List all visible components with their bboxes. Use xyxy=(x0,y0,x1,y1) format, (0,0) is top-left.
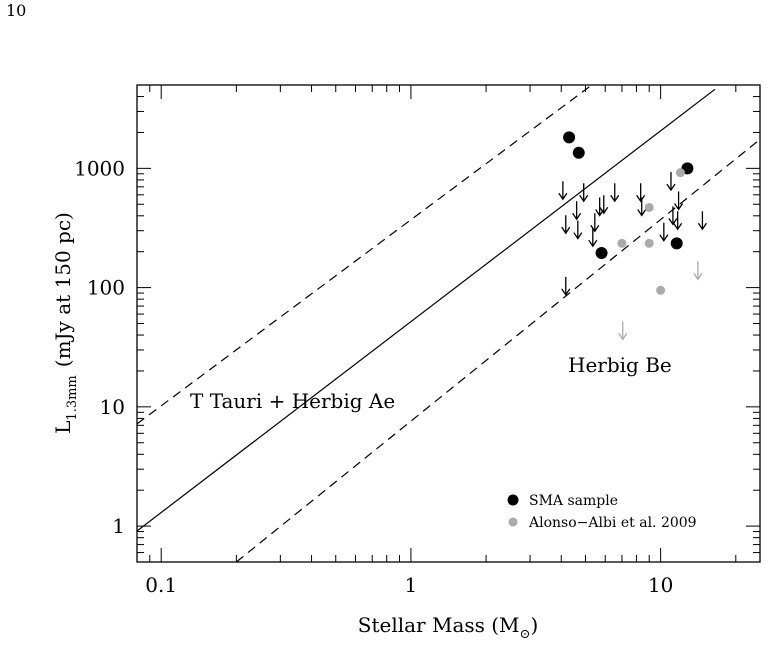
data-point xyxy=(644,202,654,212)
arrow-head xyxy=(588,239,598,248)
legend-label: Alonso−Albi et al. 2009 xyxy=(528,515,697,531)
arrow-head xyxy=(666,183,676,192)
legend-marker xyxy=(508,517,518,527)
y-label-sub: 1.3mm xyxy=(65,375,80,420)
upper-limit-arrow xyxy=(666,172,676,192)
plot-area xyxy=(137,85,760,562)
relation-line xyxy=(137,85,593,425)
arrow-head xyxy=(674,203,684,211)
upper-limit-arrow xyxy=(673,211,683,231)
data-point xyxy=(656,285,666,295)
upper-limit-arrow xyxy=(674,191,684,211)
y-tick-label: 1 xyxy=(112,514,125,538)
arrow-head xyxy=(579,194,589,203)
y-axis-label: L1.3mm (mJy at 150 pc) xyxy=(51,212,80,434)
upper-limit-arrow xyxy=(693,261,703,281)
plot-frame xyxy=(136,84,761,563)
upper-limit-arrow xyxy=(595,197,605,217)
arrow-head xyxy=(599,206,609,215)
arrow-head xyxy=(673,222,683,231)
arrow-head xyxy=(659,234,669,242)
x-axis-label: Stellar Mass (M⊙) xyxy=(358,613,539,642)
data-point xyxy=(595,247,608,260)
upper-limit-arrow xyxy=(579,183,589,203)
arrow-head xyxy=(697,222,707,231)
arrow-head xyxy=(610,194,620,203)
y-tick-label: 10 xyxy=(100,395,125,419)
x-label-sub: ⊙ xyxy=(520,627,531,642)
arrow-head xyxy=(561,226,571,235)
upper-limit-arrow xyxy=(697,211,707,231)
arrow-head xyxy=(618,333,628,341)
y-tick-label: 100 xyxy=(87,276,125,300)
arrow-head xyxy=(636,194,646,203)
upper-limit-arrow xyxy=(572,201,582,221)
upper-limit-arrow xyxy=(590,213,600,233)
upper-limit-arrow xyxy=(610,183,620,203)
upper-limit-arrow xyxy=(599,195,609,215)
annotation: T Tauri + Herbig Ae xyxy=(190,389,395,413)
upper-limit-arrow xyxy=(588,228,598,248)
x-label-rest: ) xyxy=(530,613,538,637)
upper-limit-arrow xyxy=(659,222,669,242)
upper-limit-arrow xyxy=(637,197,647,217)
relation-line xyxy=(137,88,716,532)
arrow-head xyxy=(572,212,582,221)
arrow-head xyxy=(558,192,568,201)
page-number: 10 xyxy=(6,1,26,20)
x-tick-label: 10 xyxy=(648,573,673,597)
arrow-head xyxy=(668,218,678,226)
arrow-head xyxy=(637,209,647,217)
y-label-rest: (mJy at 150 pc) xyxy=(51,212,75,367)
upper-limit-arrow xyxy=(561,215,571,235)
arrow-head xyxy=(590,224,600,233)
x-tick-label: 0.1 xyxy=(145,573,177,597)
upper-limit-arrow xyxy=(618,321,628,341)
legend-label: SMA sample xyxy=(529,493,618,509)
data-point xyxy=(675,168,685,178)
data-point xyxy=(644,238,654,248)
upper-limit-arrow xyxy=(561,276,571,297)
x-label-main: Stellar Mass (M xyxy=(358,613,520,637)
y-label-main: L xyxy=(51,421,75,434)
x-tick-label: 1 xyxy=(405,573,418,597)
data-point xyxy=(617,238,627,248)
legend-marker xyxy=(507,494,519,506)
relation-line xyxy=(235,138,760,562)
upper-limit-arrow xyxy=(668,206,678,226)
data-point xyxy=(670,237,683,250)
arrow-head xyxy=(693,272,703,281)
arrow-head xyxy=(573,232,583,240)
annotation: Herbig Be xyxy=(568,353,672,377)
data-point xyxy=(563,131,576,144)
upper-limit-arrow xyxy=(573,220,583,240)
y-tick-label: 1000 xyxy=(74,156,125,180)
arrow-head xyxy=(561,288,571,297)
data-point xyxy=(572,146,585,159)
upper-limit-arrow xyxy=(558,181,568,201)
upper-limit-arrow xyxy=(636,183,646,203)
